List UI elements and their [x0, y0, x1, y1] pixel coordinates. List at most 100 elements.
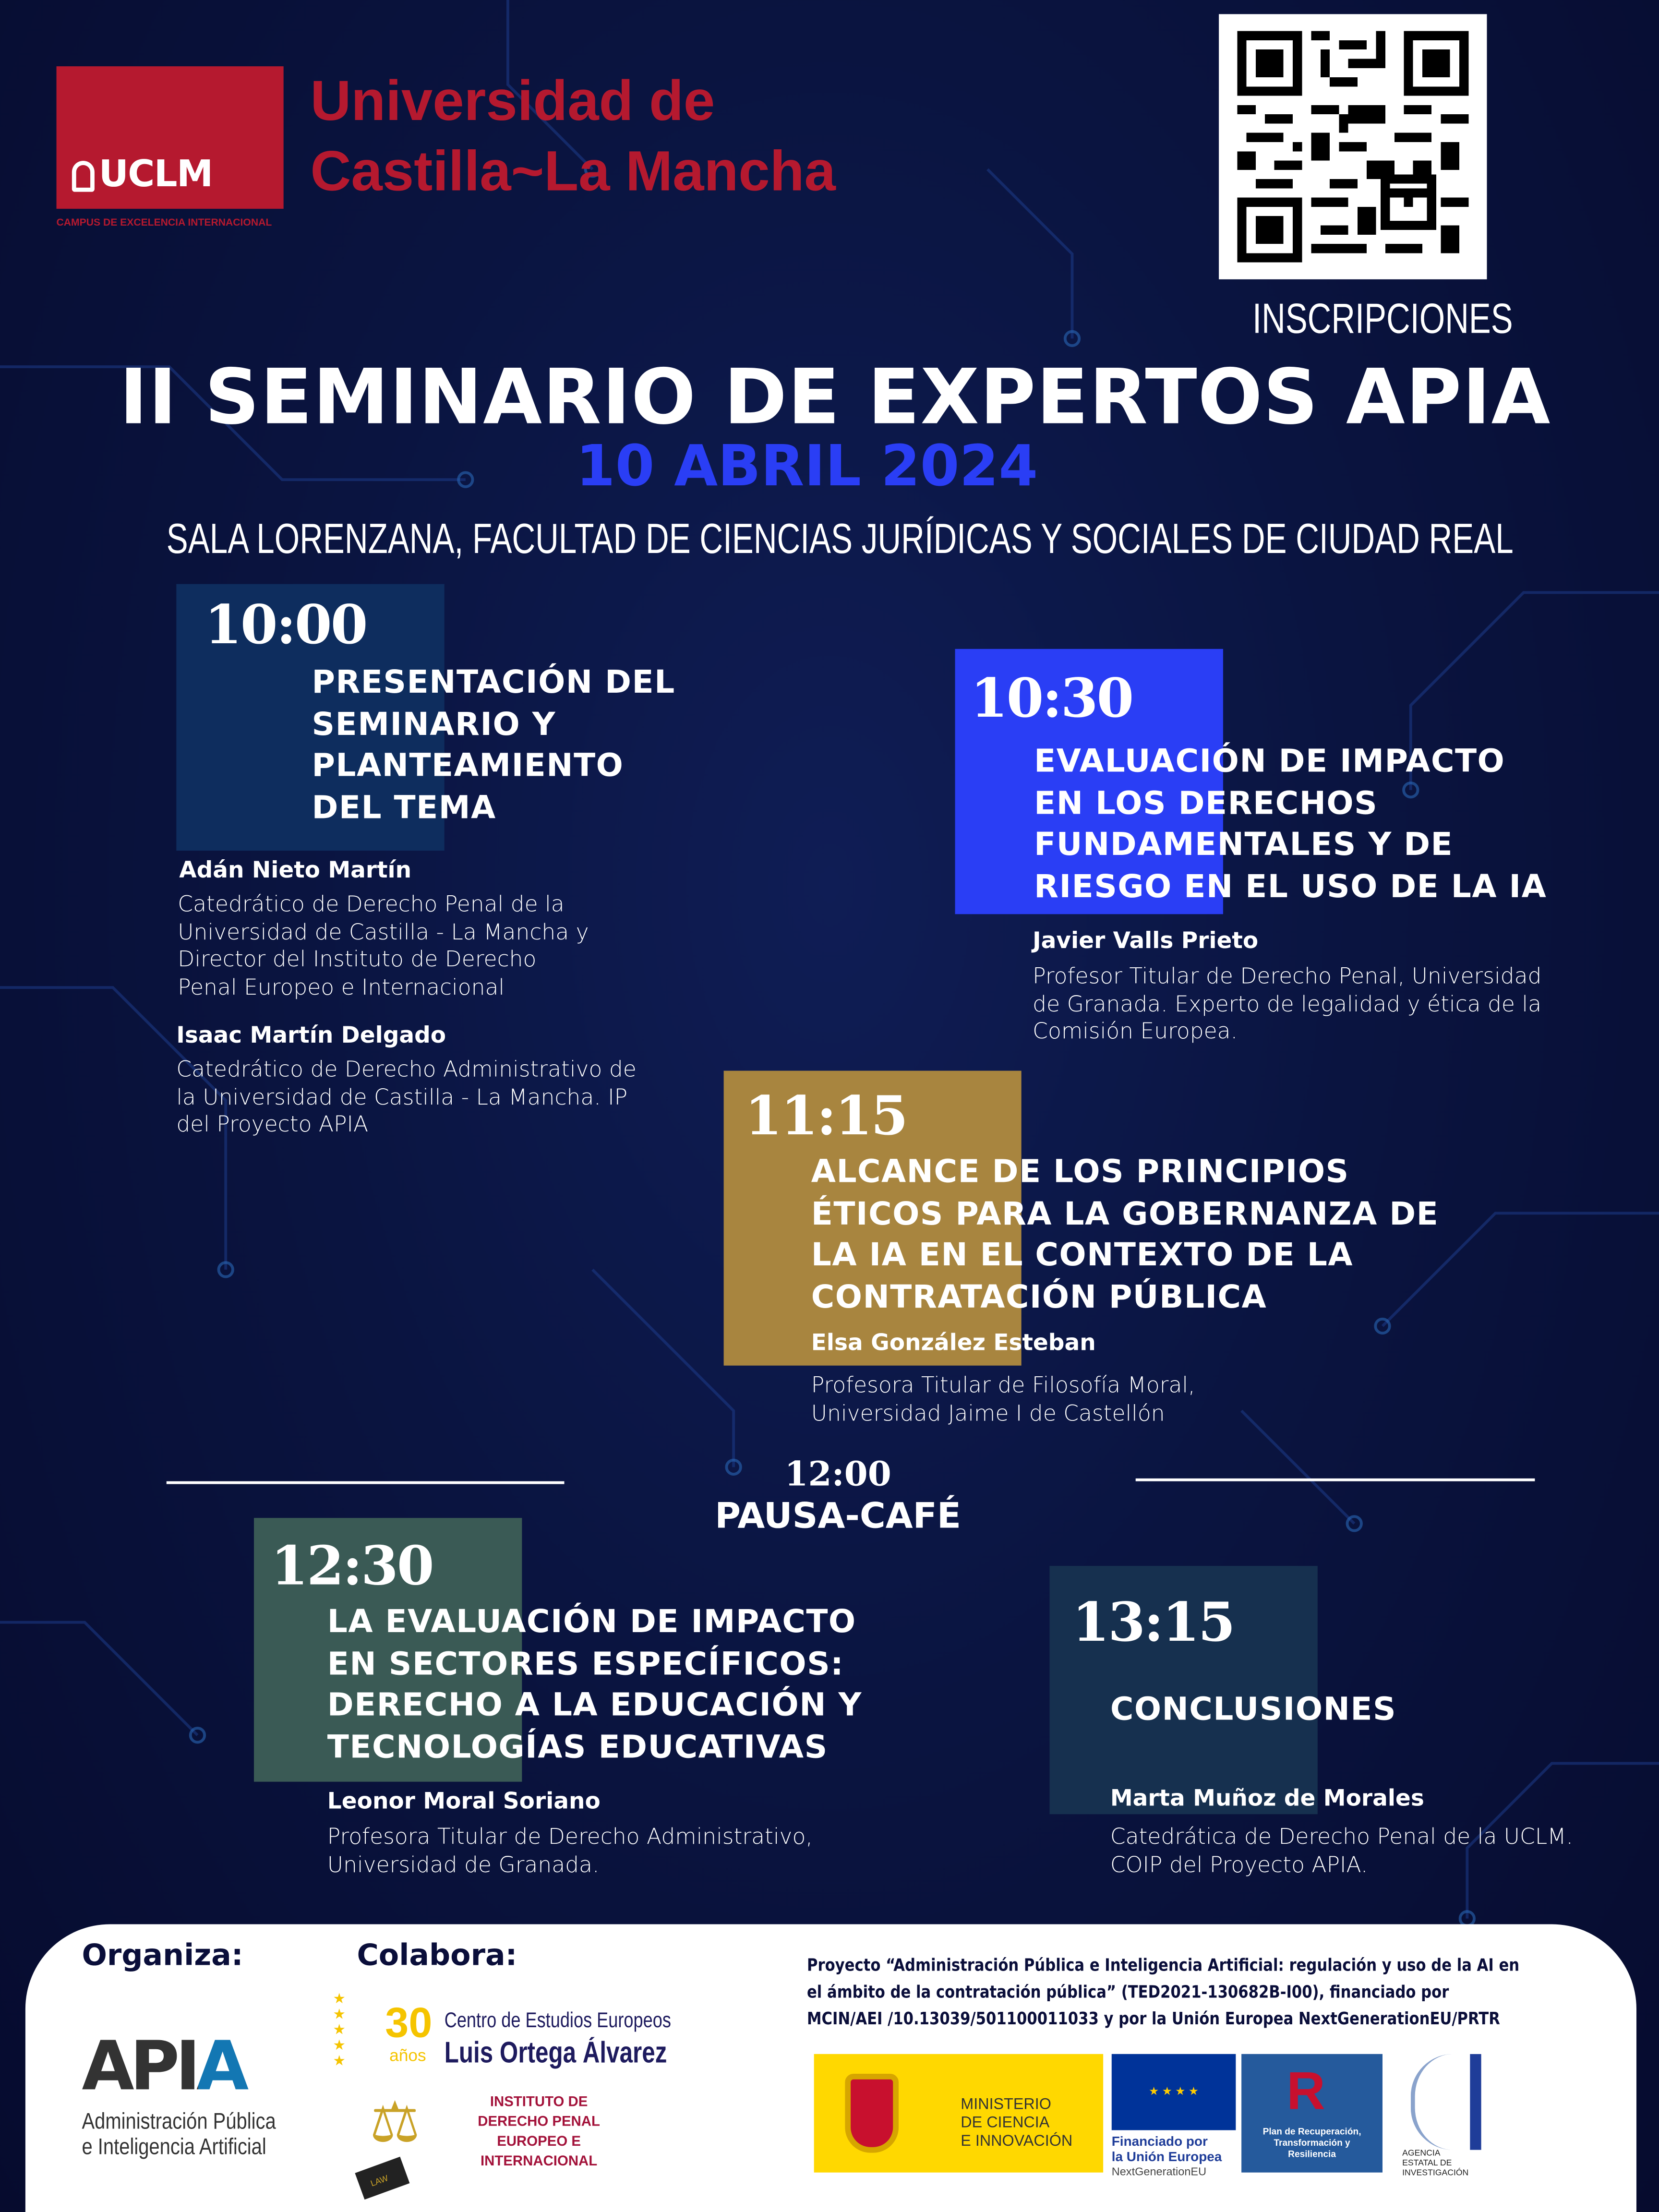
- session-time: 13:15: [1072, 1590, 1235, 1654]
- session-block-1230: [253, 1518, 522, 1782]
- session-time: 12:30: [271, 1533, 434, 1597]
- desc-line: Comisión Europea.: [1033, 1019, 1238, 1045]
- cee-logo: ★ ★ ★ ★ ★ 30 años Centro de Estudios Europeo…: [333, 1992, 686, 2082]
- title-line: EN LOS DERECHOS: [1034, 785, 1378, 822]
- prtr-r-icon: R: [1286, 2062, 1325, 2122]
- session-time: 10:30: [970, 666, 1134, 730]
- title-line: PLANTEAMIENTO: [312, 748, 624, 785]
- title-line: SEMINARIO Y: [312, 706, 556, 743]
- desc-line: Director del Instituto de Derecho: [178, 947, 537, 973]
- speaker-description: Profesora Titular de Derecho Administrat…: [327, 1824, 813, 1879]
- prtr-text: Plan de Recuperación, Transformación y Res…: [1241, 2128, 1382, 2162]
- aei-text: AGENCIA ESTATAL DE INVESTIGACIÓN: [1402, 2150, 1468, 2180]
- title-line: EN SECTORES ESPECÍFICOS:: [327, 1646, 844, 1683]
- desc-line: Penal Europeo e Internacional: [178, 974, 505, 1000]
- idpei-line: INTERNACIONAL: [480, 2154, 598, 2170]
- desc-line: Catedrático de Derecho Penal de la: [178, 891, 565, 917]
- title-line: CONTRATACIÓN PÚBLICA: [811, 1279, 1267, 1316]
- uclm-logo-text: UCLM: [98, 154, 213, 196]
- uclm-logo: UCLM: [56, 66, 284, 209]
- idpei-logo: ⚖ LAW INSTITUTO DE DERECHO PENAL EUROPEO E…: [355, 2091, 610, 2200]
- cee-years: 30: [385, 2000, 433, 2047]
- ministerio-text: MINISTERIO DE CIENCIA E INNOVACIÓN: [961, 2096, 1072, 2152]
- speaker-name: Marta Muñoz de Morales: [1110, 1784, 1424, 1812]
- project-line: Proyecto “Administración Pública e Intel…: [806, 1955, 1520, 1975]
- aei-line: AGENCIA: [1402, 2150, 1441, 2159]
- desc-line: Profesora Titular de Filosofía Moral,: [811, 1372, 1195, 1398]
- apia-logo-mark: APIA: [82, 2033, 293, 2101]
- eu-funding-logo: ★ ★ ★ ★ Financiado por la Unión Europea …: [1111, 2054, 1236, 2184]
- session-block-1030: [955, 649, 1223, 914]
- idpei-line: DERECHO PENAL: [478, 2115, 600, 2130]
- event-title: II SEMINARIO DE EXPERTOS APIA: [119, 352, 1551, 442]
- cee-line2: Luis Ortega Álvarez: [444, 2037, 667, 2070]
- desc-line: de Granada. Experto de legalidad y ética…: [1033, 991, 1542, 1017]
- session-block-1315: [1049, 1566, 1318, 1815]
- aei-emblem-icon: [1410, 2054, 1481, 2150]
- speaker-name: Javier Valls Prieto: [1033, 926, 1259, 954]
- event-date: 10 ABRIL 2024: [576, 434, 1038, 500]
- book-label: LAW: [370, 2175, 390, 2189]
- speaker-name: Elsa González Esteban: [811, 1329, 1096, 1356]
- title-line: FUNDAMENTALES Y DE: [1034, 827, 1454, 864]
- title-line: CONCLUSIONES: [1110, 1691, 1397, 1729]
- spain-coat-of-arms-icon: [845, 2074, 899, 2153]
- ministerio-line: MINISTERIO: [961, 2096, 1051, 2114]
- session-title: EVALUACIÓN DE IMPACTO EN LOS DERECHOS FUND…: [1034, 742, 1547, 909]
- session-block-1000: [176, 584, 445, 851]
- eu-flag-icon: ★ ★ ★ ★: [1111, 2054, 1236, 2130]
- session-title: LA EVALUACIÓN DE IMPACTO EN SECTORES ESPE…: [327, 1602, 862, 1769]
- title-line: PRESENTACIÓN DEL: [312, 664, 675, 701]
- desc-line: Profesor Titular de Derecho Penal, Unive…: [1033, 963, 1542, 989]
- title-line: EVALUACIÓN DE IMPACTO: [1034, 743, 1505, 781]
- qr-code-icon: [1237, 31, 1469, 263]
- apia-logo-line1: Administración Pública: [82, 2110, 276, 2135]
- break-time: 12:00: [784, 1453, 891, 1494]
- cee-years-label: años: [389, 2045, 426, 2066]
- idpei-line: INSTITUTO DE: [490, 2095, 588, 2111]
- aei-line: ESTATAL DE: [1402, 2160, 1452, 2168]
- desc-line: Profesora Titular de Derecho Administrat…: [327, 1824, 813, 1850]
- speaker-description: Catedrática de Derecho Penal de la UCLM.…: [1110, 1824, 1573, 1879]
- title-line: LA EVALUACIÓN DE IMPACTO: [327, 1604, 856, 1641]
- desc-line: Universidad de Granada.: [327, 1851, 600, 1877]
- eu-line: Financiado por: [1111, 2134, 1208, 2150]
- organiza-label: Organiza:: [82, 1938, 243, 1972]
- idpei-text: INSTITUTO DE DERECHO PENAL EUROPEO E INTERN…: [469, 2093, 610, 2173]
- scales-of-justice-icon: ⚖: [369, 2092, 421, 2154]
- speaker-name: Isaac Martín Delgado: [176, 1021, 446, 1048]
- title-line: DEL TEMA: [312, 790, 496, 827]
- apia-logo: APIA Administración Pública e Inteligenc…: [82, 2033, 293, 2176]
- desc-line: Catedrática de Derecho Penal de la UCLM.: [1110, 1824, 1574, 1850]
- registration-qr-code[interactable]: [1219, 14, 1487, 279]
- desc-line: la Universidad de Castilla - La Mancha. …: [176, 1084, 628, 1110]
- project-line: MCIN/AEI /10.13039/501100011033 y por la…: [806, 2008, 1500, 2029]
- desc-line: Catedrático de Derecho Administrativo de: [176, 1057, 637, 1082]
- ministerio-logo: MINISTERIO DE CIENCIA E INNOVACIÓN: [814, 2054, 1104, 2173]
- title-line: DERECHO A LA EDUCACIÓN Y: [327, 1687, 862, 1724]
- title-line: ALCANCE DE LOS PRINCIPIOS: [811, 1154, 1349, 1191]
- session-time: 10:00: [204, 592, 368, 656]
- event-venue: SALA LORENZANA, FACULTAD DE CIENCIAS JUR…: [166, 516, 1514, 563]
- divider-right: [1135, 1478, 1535, 1481]
- law-book-icon: LAW: [355, 2156, 410, 2200]
- session-title: CONCLUSIONES: [1110, 1690, 1396, 1732]
- speaker-description: Profesor Titular de Derecho Penal, Unive…: [1033, 963, 1541, 1046]
- university-name-line1: Universidad de: [310, 70, 715, 133]
- session-time: 11:15: [745, 1083, 908, 1147]
- project-line: el ámbito de la contratación pública” (T…: [806, 1982, 1449, 2002]
- speaker-name: Adán Nieto Martín: [179, 856, 412, 883]
- desc-line: COIP del Proyecto APIA.: [1110, 1851, 1368, 1877]
- eu-line: NextGenerationEU: [1111, 2165, 1207, 2178]
- desc-line: del Proyecto APIA: [176, 1112, 369, 1138]
- divider-left: [166, 1481, 565, 1484]
- university-name-line2: Castilla~La Mancha: [310, 141, 836, 204]
- aei-line: INVESTIGACIÓN: [1402, 2169, 1469, 2178]
- prtr-line: Plan de Recuperación,: [1262, 2127, 1361, 2138]
- registration-label[interactable]: INSCRIPCIONES: [1252, 296, 1513, 343]
- desc-line: Universidad Jaime I de Castellón: [811, 1400, 1165, 1426]
- cee-line1: Centro de Estudios Europeos: [444, 2008, 671, 2033]
- colabora-label: Colabora:: [357, 1938, 517, 1972]
